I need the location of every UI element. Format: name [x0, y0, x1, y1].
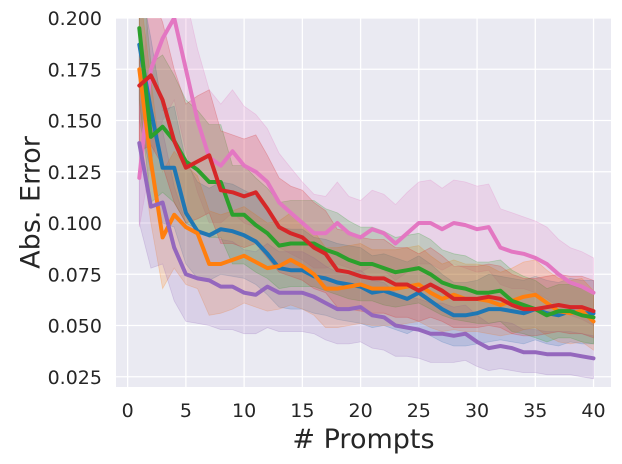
y-tick-label: 0.175 — [48, 59, 102, 81]
tick-labels: 0 5 10 15 20 25 30 35 40 0.025 0.050 0.075 0.100 0.12… — [48, 8, 606, 422]
x-tick-label: 15 — [290, 400, 314, 422]
series-line-4 — [137, 141, 596, 361]
series-line-1 — [137, 18, 596, 295]
x-tick-label: 0 — [122, 400, 134, 422]
y-axis-label: Abs. Error — [16, 135, 47, 269]
series-line-5 — [137, 26, 596, 320]
x-tick-label: 20 — [348, 400, 372, 422]
x-tick-label: 10 — [232, 400, 256, 422]
series-lines — [137, 18, 596, 361]
confidence-band-2 — [138, 18, 594, 347]
y-tick-label: 0.125 — [48, 162, 102, 184]
y-tick-label: 0.150 — [48, 111, 102, 133]
series-line-2 — [137, 42, 596, 318]
series-line-3 — [137, 67, 596, 324]
y-tick-label: 0.075 — [48, 264, 102, 286]
x-tick-label: 25 — [407, 400, 431, 422]
confidence-band-4 — [138, 58, 594, 380]
series-line-6 — [137, 73, 596, 314]
y-tick-label: 0.025 — [48, 367, 102, 389]
x-tick-label: 30 — [465, 400, 489, 422]
y-tick-label: 0.200 — [48, 8, 102, 30]
y-tick-label: 0.050 — [48, 316, 102, 338]
x-tick-label: 40 — [581, 400, 605, 422]
y-tick-label: 0.100 — [48, 213, 102, 235]
x-tick-label: 35 — [523, 400, 547, 422]
x-axis-label: # Prompts — [292, 424, 434, 455]
confidence-band-1 — [138, 18, 594, 327]
x-tick-label: 5 — [180, 400, 192, 422]
grid — [116, 17, 611, 387]
